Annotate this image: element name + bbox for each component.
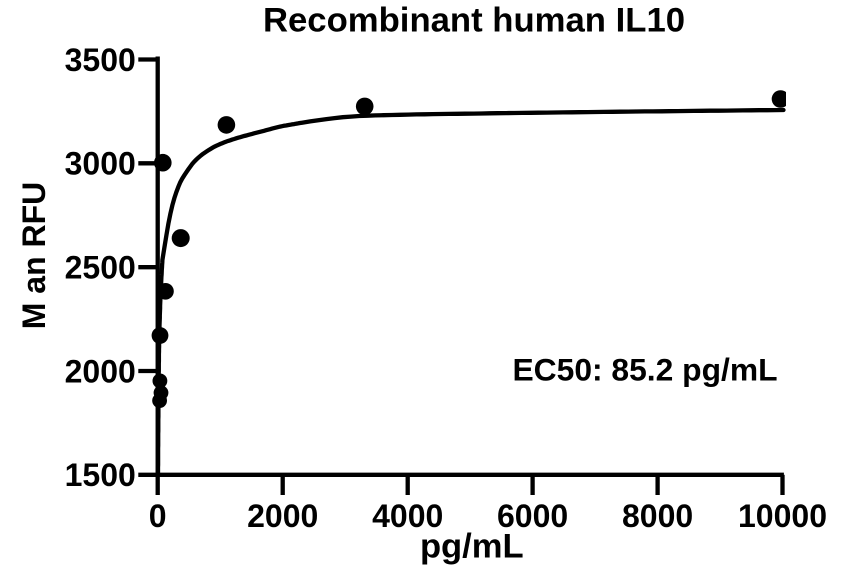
- svg-text:2000: 2000: [65, 353, 136, 389]
- svg-text:6000: 6000: [497, 498, 568, 534]
- svg-text:EC50: 85.2 pg/mL: EC50: 85.2 pg/mL: [512, 351, 777, 387]
- svg-text:10000: 10000: [738, 498, 827, 534]
- svg-text:Recombinant human IL10: Recombinant human IL10: [263, 2, 685, 40]
- svg-text:3500: 3500: [65, 42, 136, 78]
- svg-text:3000: 3000: [65, 146, 136, 182]
- svg-text:pg/mL: pg/mL: [420, 528, 524, 566]
- svg-text:2500: 2500: [65, 249, 136, 285]
- svg-text:2000: 2000: [247, 498, 318, 534]
- svg-text:1500: 1500: [65, 457, 136, 493]
- svg-text:8000: 8000: [622, 498, 693, 534]
- svg-text:0: 0: [149, 498, 167, 534]
- svg-text:M an RFU: M an RFU: [16, 182, 52, 330]
- svg-text:4000: 4000: [372, 498, 443, 534]
